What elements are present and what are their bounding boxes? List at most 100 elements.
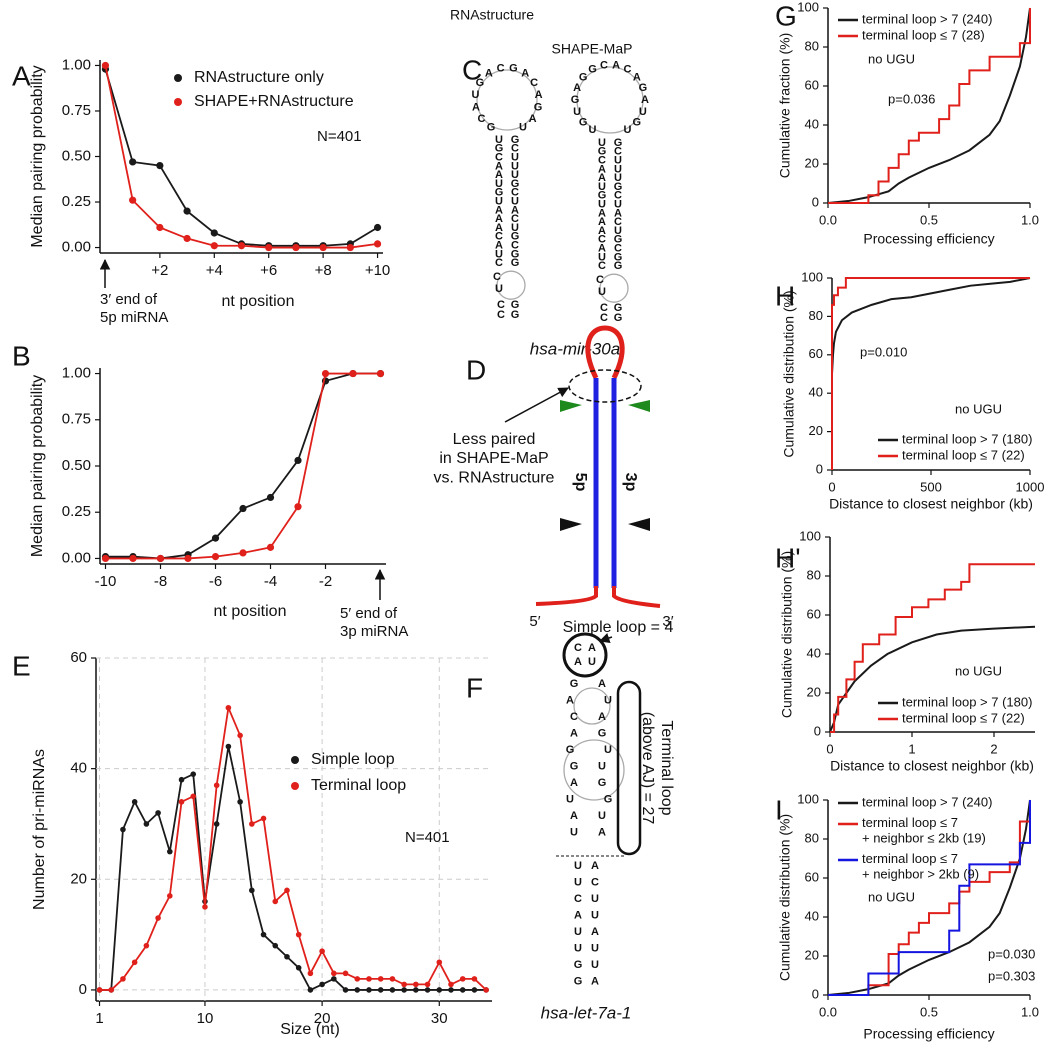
nucleotide: C bbox=[596, 274, 604, 286]
nucleotide: C bbox=[598, 234, 606, 246]
data-point bbox=[376, 369, 385, 378]
nucleotide: C bbox=[495, 231, 503, 243]
nucleotide: U bbox=[604, 744, 612, 756]
data-point bbox=[342, 970, 349, 977]
nucleotide: G bbox=[579, 116, 588, 128]
nucleotide: C bbox=[570, 711, 578, 723]
nucleotide: A bbox=[598, 216, 606, 228]
text-line: 5p miRNA bbox=[100, 309, 168, 326]
nucleotide: G bbox=[511, 134, 520, 146]
data-point bbox=[129, 158, 137, 166]
panel-label: G bbox=[775, 0, 797, 31]
y-tick-label: 0.75 bbox=[62, 102, 91, 119]
nucleotide: U bbox=[614, 155, 622, 167]
data-point bbox=[331, 970, 337, 977]
x-axis-label: Processing efficiency bbox=[863, 231, 994, 247]
nucleotide: G bbox=[614, 251, 623, 263]
x-tick-label: +10 bbox=[365, 262, 390, 279]
nucleotide: A bbox=[598, 243, 606, 255]
nucleotide: U bbox=[495, 178, 503, 190]
data-point bbox=[459, 987, 466, 993]
nucleotide: U bbox=[604, 694, 612, 706]
text-line: 5′ end of bbox=[340, 605, 398, 622]
data-point bbox=[401, 987, 407, 993]
data-point bbox=[237, 799, 243, 805]
panel-label: E bbox=[12, 650, 31, 681]
nucleotide: C bbox=[600, 302, 608, 314]
annotation: p=0.303 bbox=[988, 968, 1035, 983]
data-point bbox=[167, 848, 173, 855]
nucleotide: G bbox=[588, 64, 597, 76]
data-point bbox=[424, 981, 431, 988]
annotation: no UGU bbox=[955, 663, 1002, 678]
loop-outline bbox=[576, 66, 644, 134]
nucleotide: A bbox=[598, 207, 606, 219]
y-tick-label: 40 bbox=[807, 645, 821, 660]
data-point bbox=[101, 61, 110, 70]
nucleotide: C bbox=[497, 309, 505, 321]
text-line: vs. RNAstructure bbox=[434, 470, 555, 487]
simple-loop bbox=[562, 632, 608, 678]
data-point bbox=[295, 965, 302, 971]
annotation: 5′ end of 3p miRNA bbox=[340, 605, 408, 640]
annotation: no UGU bbox=[868, 889, 915, 904]
annotation: p=0.030 bbox=[988, 946, 1035, 961]
nucleotide: A bbox=[598, 826, 606, 838]
y-tick-label: 0.25 bbox=[62, 193, 91, 210]
data-point bbox=[284, 887, 290, 894]
nucleotide: A bbox=[570, 727, 578, 739]
cleavage-site bbox=[560, 518, 582, 531]
y-tick-label: 60 bbox=[807, 606, 821, 621]
annotation: no UGU bbox=[868, 51, 915, 66]
text-line: 3p miRNA bbox=[340, 623, 408, 640]
nucleotide: G bbox=[495, 187, 504, 199]
nucleotide: C bbox=[511, 187, 519, 199]
x-tick-label: 1000 bbox=[1016, 479, 1045, 494]
data-point bbox=[272, 898, 279, 905]
data-point bbox=[284, 953, 290, 960]
nucleotide: A bbox=[495, 240, 503, 252]
data-point bbox=[321, 369, 330, 378]
data-point bbox=[167, 893, 173, 899]
nucleotide: U bbox=[598, 199, 606, 211]
data-point bbox=[373, 223, 382, 232]
nucleotide: U bbox=[614, 199, 622, 211]
data-point bbox=[346, 243, 354, 252]
data-point bbox=[237, 732, 243, 739]
nucleotide: A bbox=[495, 169, 503, 181]
text-line: 3′ end of bbox=[100, 291, 158, 308]
nucleotide: U bbox=[570, 826, 578, 838]
nucleotide: U bbox=[511, 222, 519, 234]
nucleotide: U bbox=[589, 124, 597, 136]
data-point bbox=[307, 970, 314, 977]
data-point bbox=[265, 243, 273, 252]
loop-shape bbox=[585, 325, 625, 380]
series-line bbox=[105, 372, 381, 560]
nucleotide: C bbox=[574, 642, 582, 654]
data-point bbox=[225, 704, 232, 711]
nucleotide: G bbox=[511, 299, 520, 311]
loop-outline bbox=[573, 687, 611, 725]
note: Terminal loop(above AJ) = 27 bbox=[639, 712, 675, 825]
nucleotide: U bbox=[598, 286, 606, 298]
x-axis-label: Distance to closest neighbor (kb) bbox=[829, 496, 1033, 512]
legend-label: terminal loop ≤ 7 + neighbor ≤ 2kb (19) bbox=[862, 815, 986, 846]
data-point bbox=[436, 959, 443, 966]
text-line: Terminal loop bbox=[658, 720, 675, 815]
legend-marker bbox=[174, 74, 182, 82]
data-point bbox=[96, 987, 103, 993]
text-line: terminal loop ≤ 7 bbox=[862, 851, 958, 866]
annotation: 3′ end of 5p miRNA bbox=[100, 291, 168, 326]
data-point bbox=[459, 976, 466, 982]
y-tick-label: 20 bbox=[807, 684, 821, 699]
y-tick-label: 60 bbox=[805, 869, 819, 884]
series-line bbox=[831, 277, 1031, 470]
nucleotide: U bbox=[588, 656, 596, 668]
series-line bbox=[99, 704, 487, 991]
nucleotide: A bbox=[591, 926, 599, 938]
data-point bbox=[129, 196, 137, 204]
nucleotide: U bbox=[624, 124, 632, 136]
x-tick-label: 1.0 bbox=[1021, 1004, 1039, 1019]
legend-label: terminal loop ≤ 7 (28) bbox=[862, 27, 985, 42]
data-point bbox=[389, 976, 396, 982]
